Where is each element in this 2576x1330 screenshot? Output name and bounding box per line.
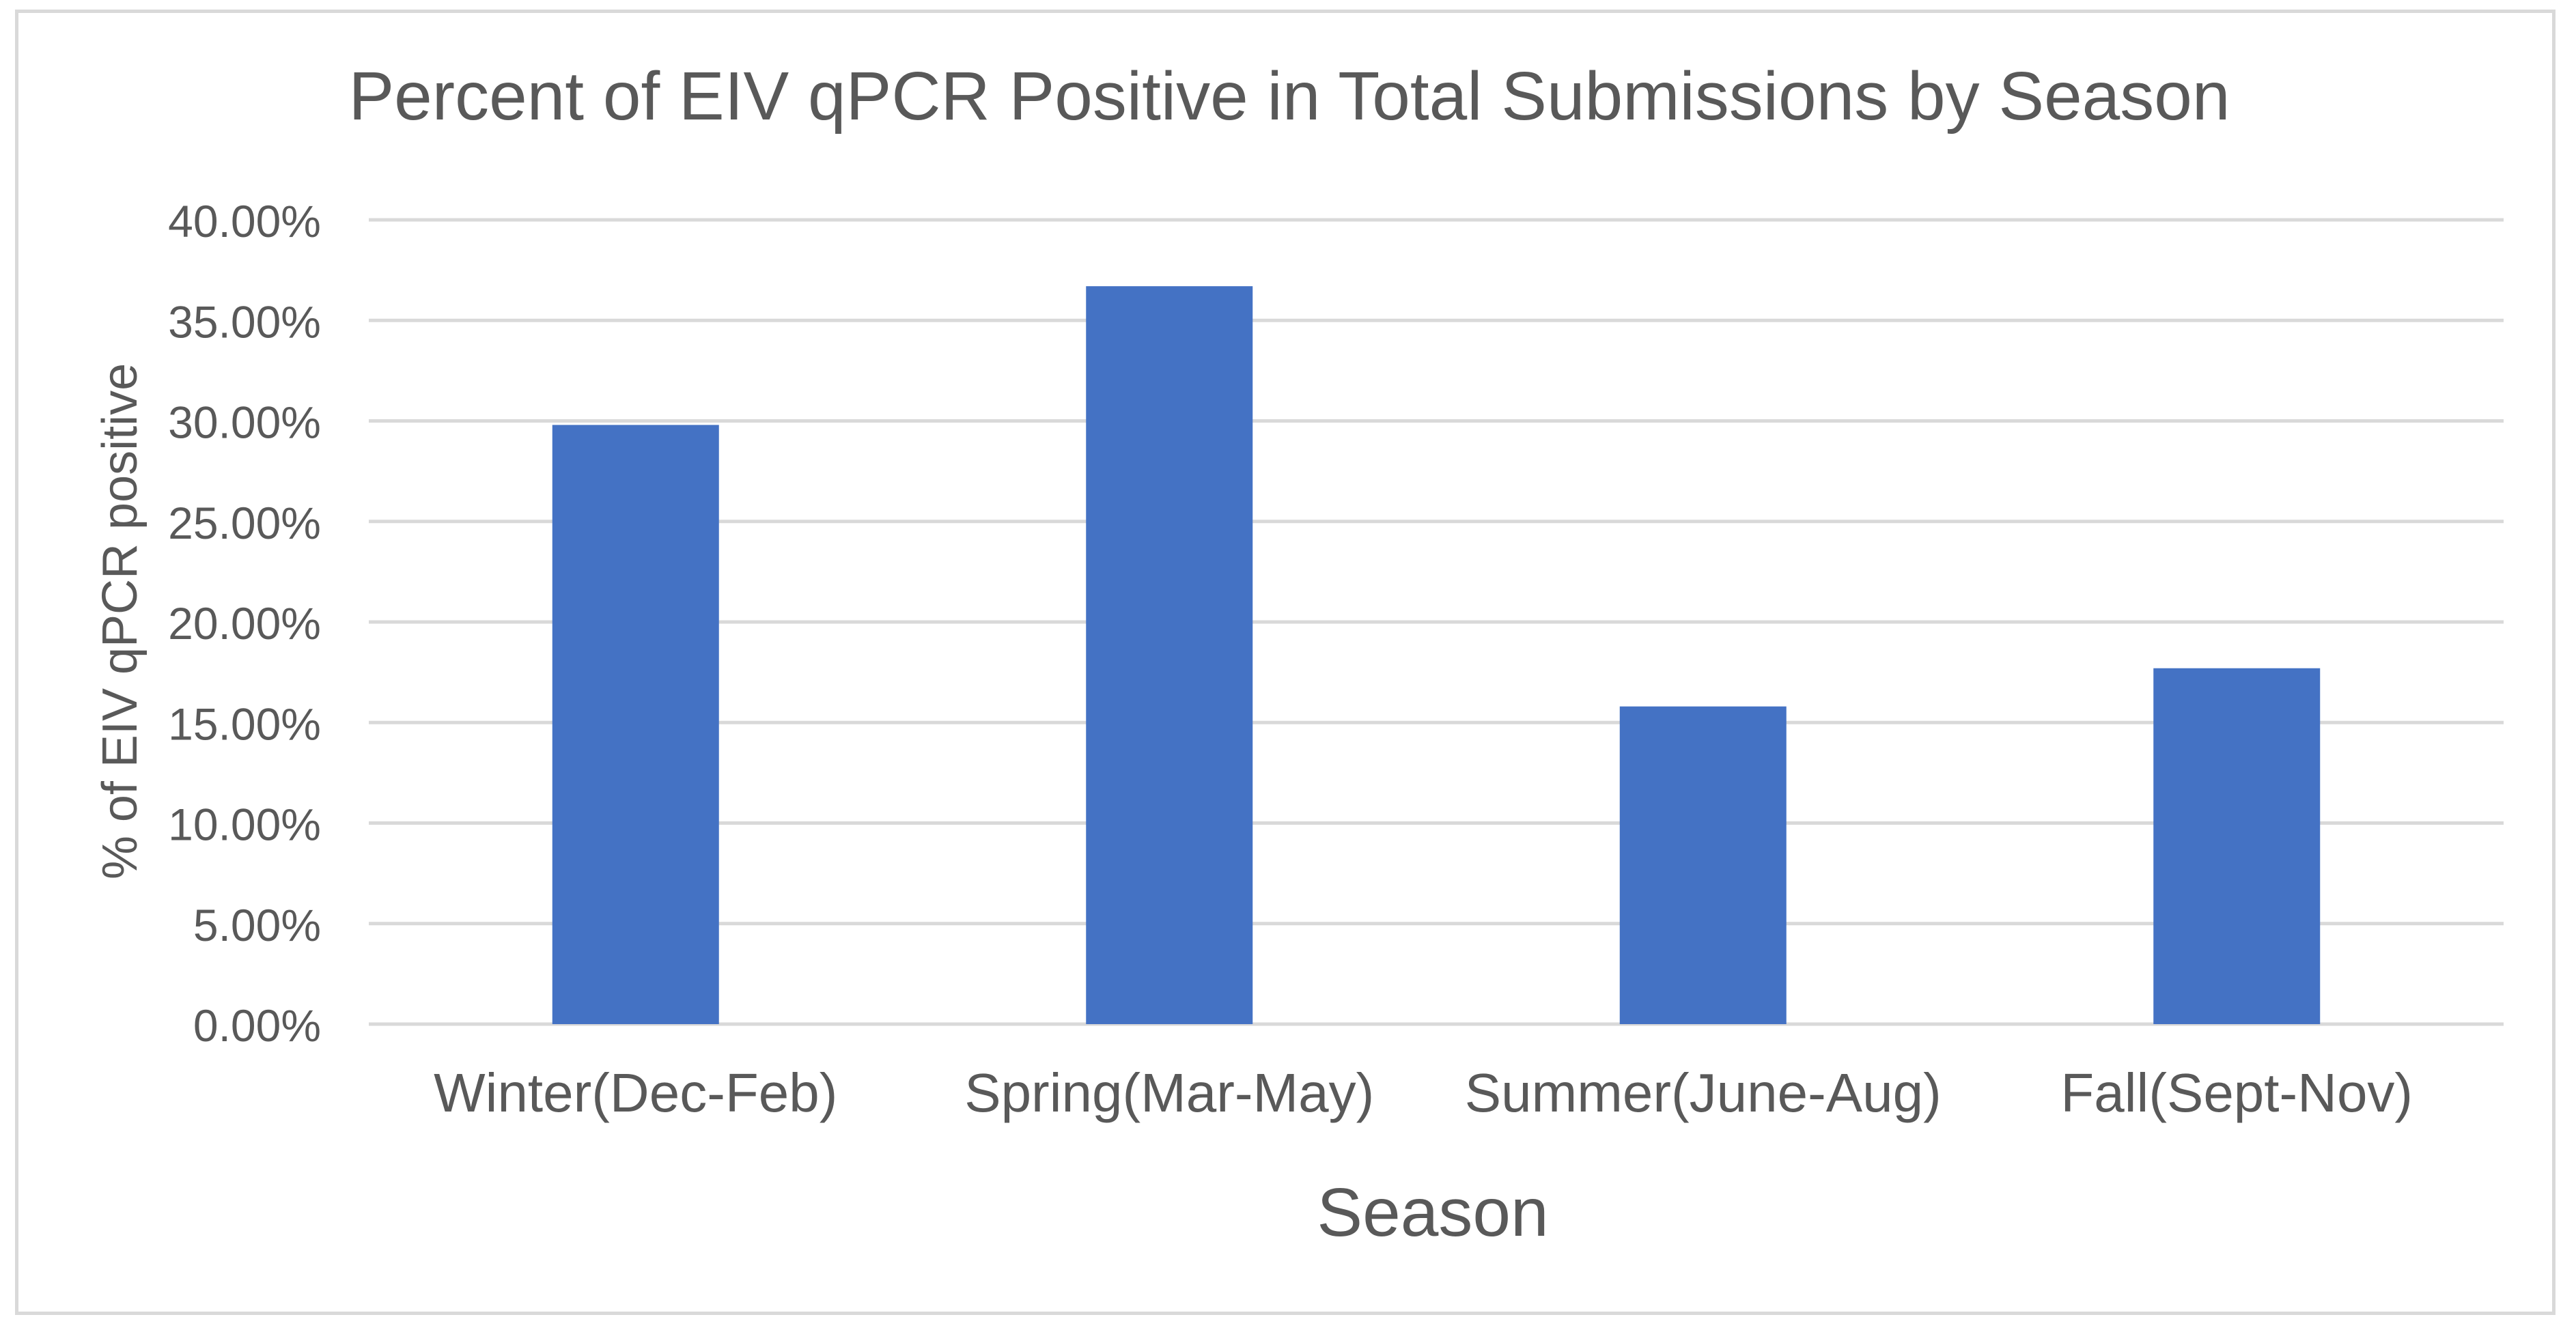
y-tick-label: 0.00% xyxy=(193,1000,321,1051)
gridlines xyxy=(369,218,2504,1026)
x-tick-label: Winter(Dec-Feb) xyxy=(434,1062,837,1123)
y-tick-labels: 0.00% 5.00% 10.00% 15.00% 20.00% 25.00% 30.00%… xyxy=(168,196,321,1051)
x-tick-label: Spring(Mar-May) xyxy=(964,1062,1374,1123)
y-tick-label: 10.00% xyxy=(168,800,321,850)
x-axis-label: Season xyxy=(1317,1174,1548,1251)
chart-frame xyxy=(15,10,2556,1315)
bars xyxy=(552,286,2321,1024)
y-tick-label: 5.00% xyxy=(193,900,321,950)
x-tick-label: Summer(June-Aug) xyxy=(1465,1062,1942,1123)
y-tick-label: 25.00% xyxy=(168,498,321,548)
y-tick-label: 40.00% xyxy=(168,196,321,246)
bar-4 xyxy=(2153,668,2321,1024)
x-tick-label: Fall(Sept-Nov) xyxy=(2060,1062,2413,1123)
bar-1 xyxy=(552,425,719,1024)
x-tick-labels: Winter(Dec-Feb) Spring(Mar-May) Summer(Jun… xyxy=(434,1062,2413,1123)
y-tick-label: 20.00% xyxy=(168,598,321,649)
y-tick-label: 30.00% xyxy=(168,397,321,448)
y-axis-label: % of EIV qPCR positive xyxy=(93,363,148,879)
bar-3 xyxy=(1619,706,1787,1024)
bar-2 xyxy=(1086,286,1253,1024)
y-tick-label: 35.00% xyxy=(168,296,321,347)
chart-title: Percent of EIV qPCR Positive in Total Su… xyxy=(348,58,2230,135)
y-tick-label: 15.00% xyxy=(168,698,321,749)
